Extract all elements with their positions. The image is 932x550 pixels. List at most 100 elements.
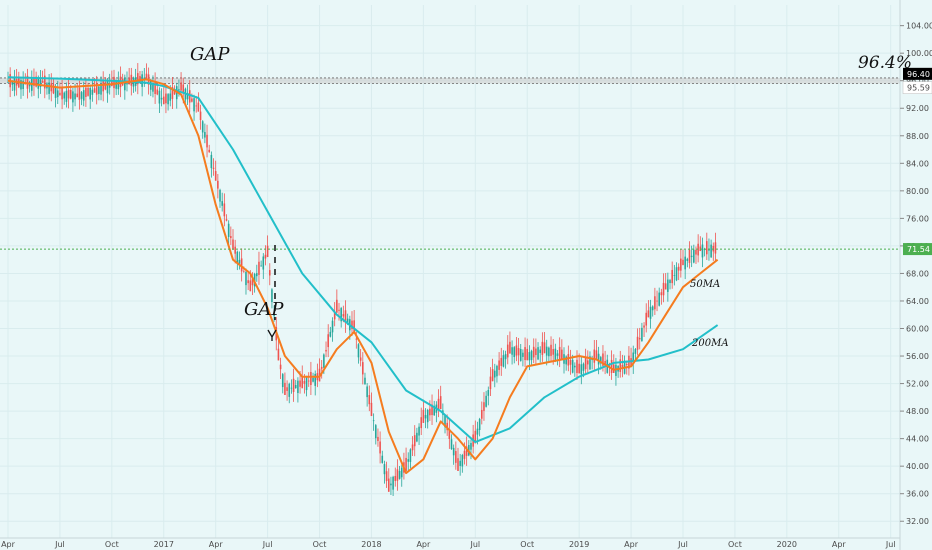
price-candle-body — [258, 261, 260, 275]
price-candle-body — [387, 478, 390, 492]
price-candle-body — [115, 80, 117, 89]
price-candle-body — [117, 79, 120, 90]
price-candle-body — [305, 376, 308, 391]
price-candle-body — [407, 459, 410, 462]
price-candle-body — [660, 292, 663, 296]
price-candle-body — [491, 369, 494, 382]
price-candle-body — [379, 441, 381, 454]
price-candle-body — [24, 83, 27, 85]
price-candle-body — [149, 80, 152, 90]
price-candle-body — [238, 259, 241, 264]
price-candle-body — [684, 256, 686, 270]
price-candle-body — [219, 189, 221, 202]
price-candle-body — [344, 310, 347, 323]
price-candle-body — [476, 428, 479, 435]
y-tick-label: 32.00 — [906, 517, 929, 526]
price-candle-body — [247, 280, 249, 284]
x-tick-label: 2017 — [154, 540, 174, 549]
price-candle-body — [647, 310, 650, 318]
price-candle-body — [69, 89, 72, 99]
price-candle-body — [532, 346, 535, 358]
price-candle-body — [11, 81, 14, 85]
price-candle-body — [52, 83, 55, 94]
price-candle-body — [65, 90, 68, 102]
price-candle-body — [519, 348, 522, 361]
price-candle-body — [26, 75, 29, 89]
x-axis: Apr Jul Oct 2017 Apr Jul Oct 2018 Apr Jul Oct 2019 A… — [0, 537, 900, 549]
price-candle-body — [182, 84, 185, 94]
price-candle-body — [550, 344, 552, 356]
price-candle-body — [470, 443, 472, 450]
price-candle-body — [72, 91, 74, 103]
price-candle-body — [178, 89, 180, 90]
price-candle-body — [526, 348, 529, 361]
price-candle-body — [450, 439, 453, 450]
price-candle-body — [416, 432, 418, 442]
price-candle-body — [199, 111, 202, 121]
price-candle-body — [162, 96, 165, 105]
price-candle-body — [688, 249, 691, 263]
price-candle-body — [710, 244, 712, 258]
price-candle-body — [463, 450, 466, 459]
price-candle-body — [498, 360, 500, 370]
price-candle-body — [452, 447, 455, 456]
price-candle-body — [154, 82, 156, 94]
price-candle-body — [465, 446, 468, 456]
price-candle-body — [504, 354, 507, 360]
price-candle-body — [671, 269, 673, 284]
price-candle-body — [381, 455, 384, 463]
x-tick-label: Jul — [262, 540, 273, 549]
price-candle-body — [104, 82, 107, 90]
price-candle-body — [398, 470, 401, 479]
price-candle-body — [677, 266, 680, 271]
price-candle-body — [487, 389, 490, 396]
price-candle-body — [290, 387, 293, 389]
price-candle-body — [496, 365, 498, 377]
price-candle-body — [329, 331, 332, 337]
price-candle-body — [377, 436, 379, 442]
price-candle-body — [206, 134, 208, 148]
price-candle-body — [225, 219, 228, 221]
price-candle-body — [567, 353, 570, 366]
price-candle-body — [641, 327, 643, 342]
y-tick-label: 80.00 — [906, 187, 929, 196]
price-candle-body — [431, 404, 433, 416]
price-candle-body — [80, 92, 83, 99]
price-candle-body — [587, 360, 589, 365]
x-tick-label: Apr — [209, 540, 224, 549]
price-candle-body — [212, 167, 215, 169]
ma50-label: 50MA — [690, 279, 720, 290]
price-candle-body — [569, 359, 572, 365]
price-candle-body — [424, 414, 427, 419]
price-candle-body — [489, 376, 492, 390]
price-candle-body — [165, 93, 167, 104]
y-tick-label: 68.00 — [906, 269, 929, 278]
price-candle-body — [405, 457, 407, 472]
price-candle-body — [383, 464, 386, 475]
price-candle-body — [493, 370, 496, 378]
price-candle-body — [312, 377, 314, 382]
price-candle-body — [437, 398, 440, 411]
svg-text:71.54: 71.54 — [907, 245, 930, 254]
price-candle-body — [204, 131, 206, 138]
price-candle-body — [145, 73, 148, 81]
price-candle-body — [411, 444, 414, 451]
price-candle-body — [281, 374, 284, 388]
price-candle-body — [342, 314, 345, 317]
price-candle-body — [420, 417, 423, 429]
y-tick-label: 92.00 — [906, 104, 929, 113]
price-candle-body — [541, 341, 544, 355]
price-candle-body — [74, 93, 76, 100]
price-candle-body — [509, 341, 511, 354]
price-candle-body — [483, 402, 485, 411]
price-candle-body — [180, 82, 182, 91]
price-candle-body — [301, 375, 304, 389]
price-candle-body — [333, 311, 336, 320]
price-candle-body — [262, 256, 265, 270]
y-tick-label: 44.00 — [906, 435, 929, 444]
price-candle-body — [87, 87, 89, 96]
price-candle-body — [156, 89, 159, 95]
price-candle-body — [708, 248, 710, 251]
